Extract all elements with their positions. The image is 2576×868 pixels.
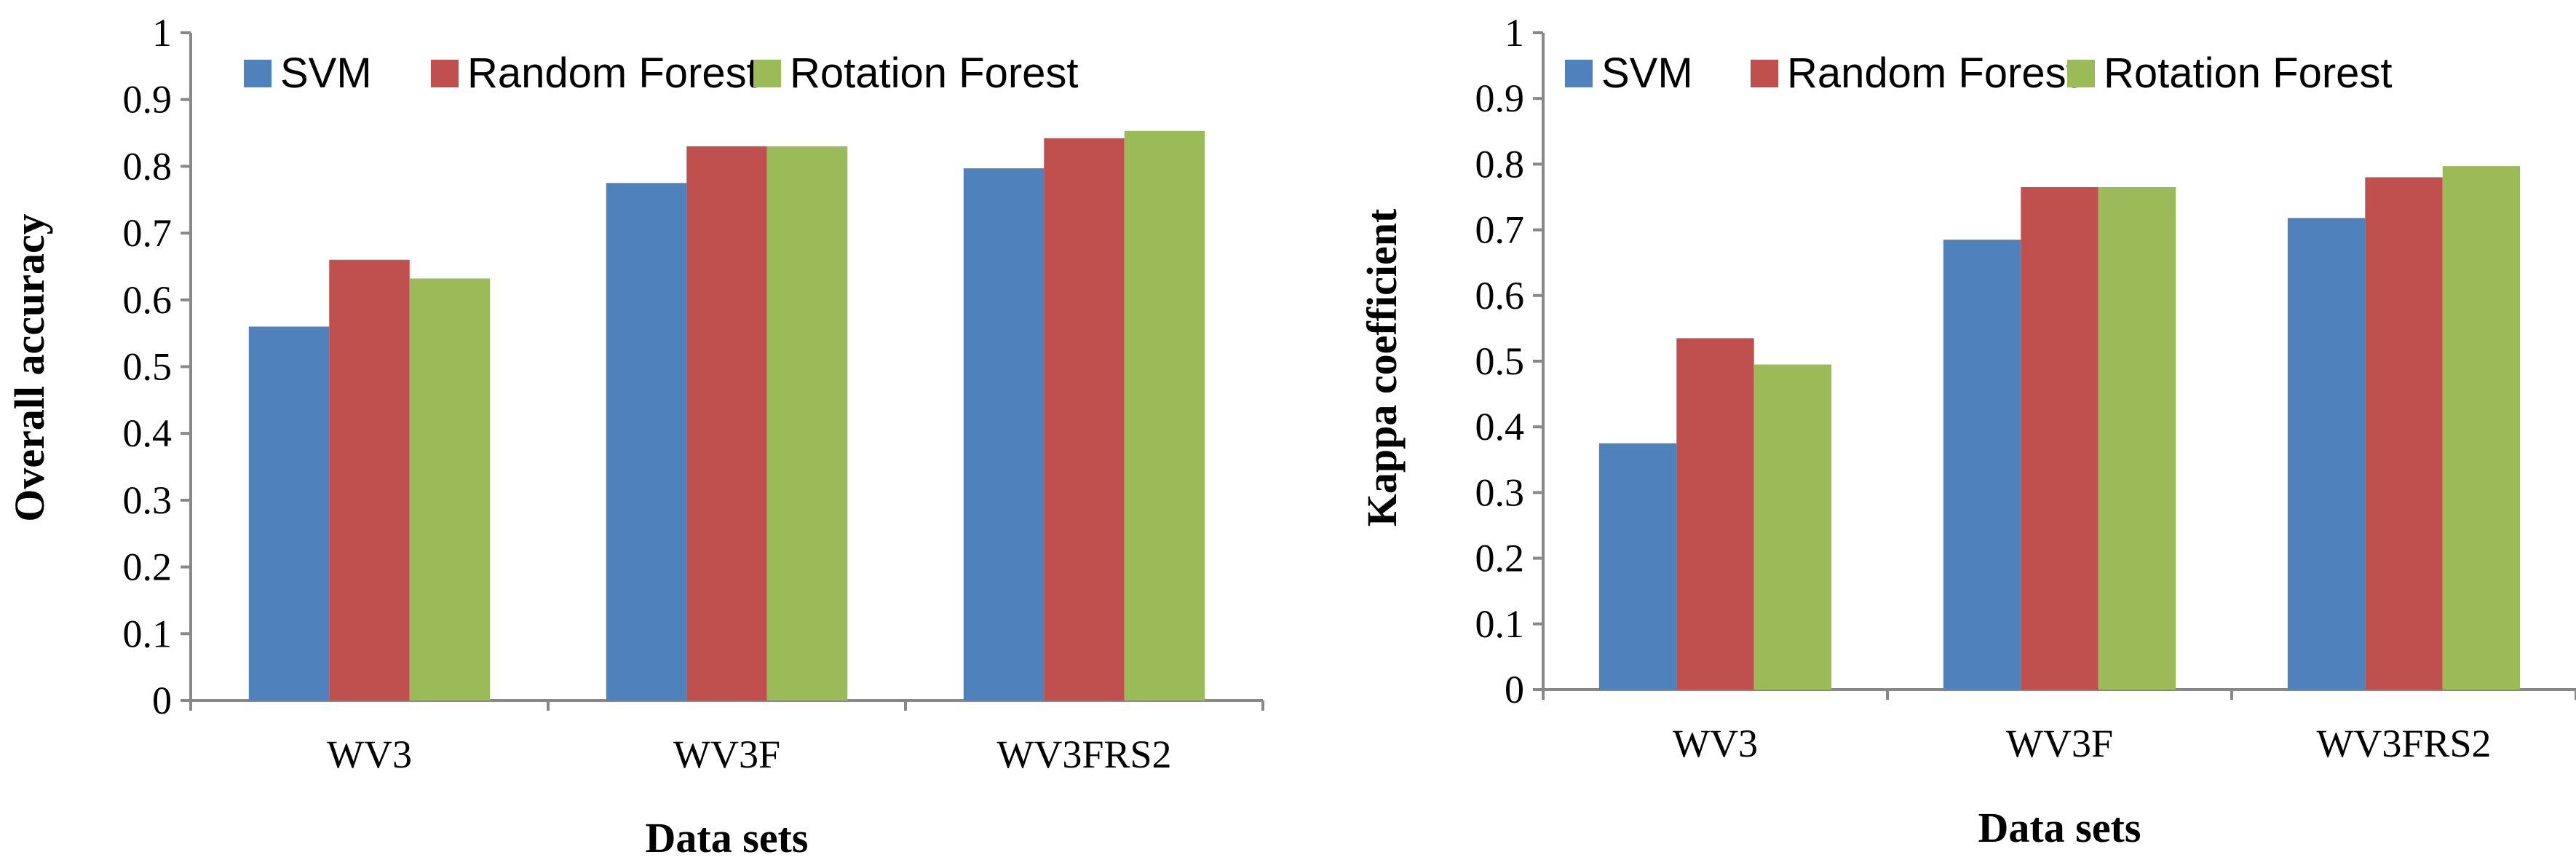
bars	[248, 130, 1205, 701]
legend-swatch	[2067, 60, 2095, 87]
x-tick-label: WV3FRS2	[996, 733, 1171, 776]
x-tick-label: WV3	[1673, 722, 1758, 765]
bar-rotation-forest-wv3frs2	[2442, 166, 2521, 690]
y-ticks: 0 0.1 0.2 0.3 0.4 0.5 0.6 0.7 0.8 0.9 1	[1475, 11, 1543, 711]
y-tick-label: 0	[1505, 668, 1524, 711]
y-tick-label: 0.7	[1475, 208, 1525, 252]
x-ticks: WV3 WV3F WV3FRS2	[189, 701, 1264, 776]
y-tick-label: 0.2	[123, 545, 173, 589]
bar-rotation-forest-wv3f	[2098, 186, 2176, 690]
y-tick-label: 0.9	[123, 78, 173, 122]
y-tick-label: 0.8	[1475, 142, 1525, 186]
x-tick-label: WV3F	[673, 733, 780, 776]
y-tick-label: 0.1	[1475, 602, 1525, 646]
legend-swatch	[244, 60, 272, 87]
legend-label: Rotation Forest	[2104, 50, 2393, 97]
chart-overall-accuracy: 00.10.20.30.40.50.60.70.80.91 WV3 WV3F WV3…	[6, 11, 1264, 861]
legend-label: Random Forest	[467, 50, 758, 97]
bar-random-forest-wv3f	[686, 146, 767, 701]
y-tick-label: 0.6	[123, 278, 173, 322]
legend-swatch	[1751, 60, 1778, 87]
bars	[1598, 166, 2521, 690]
y-tick-label: 0.6	[1475, 274, 1525, 317]
y-tick-label: 0.1	[123, 612, 173, 655]
legend: SVM Random Forest Rotation Forest	[244, 50, 1079, 97]
bar-rotation-forest-wv3frs2	[1124, 130, 1205, 701]
bar-rotation-forest-wv3	[409, 278, 491, 701]
y-axis-title: Overall accuracy	[6, 213, 53, 522]
x-tick-label: WV3F	[2006, 722, 2113, 765]
legend-swatch	[1565, 60, 1593, 87]
y-tick-label: 0.5	[1475, 339, 1525, 383]
bar-rotation-forest-wv3f	[766, 146, 848, 701]
y-tick-label: 1	[1505, 11, 1524, 55]
bar-svm-wv3f	[1943, 240, 2021, 690]
bar-random-forest-wv3	[329, 259, 410, 701]
bar-random-forest-wv3frs2	[2365, 177, 2443, 690]
legend-label: SVM	[1601, 50, 1693, 97]
y-tick-label: 0	[152, 679, 172, 722]
x-tick-label: WV3FRS2	[2316, 722, 2491, 765]
y-tick-label: 0.2	[1475, 537, 1525, 580]
chart-kappa-coefficient: 00.10.20.30.40.50.60.70.80.91 WV3 WV3F WV3…	[1358, 11, 2576, 851]
y-tick-label: 0.3	[1475, 470, 1525, 514]
y-axis-title: Kappa coefficient	[1358, 208, 1406, 526]
legend: SVM Random Forest Rotation Forest	[1565, 50, 2393, 97]
y-tick-label: 0.4	[1475, 405, 1525, 449]
y-tick-label: 0.9	[1475, 76, 1525, 120]
bar-random-forest-wv3frs2	[1044, 138, 1125, 701]
legend-swatch	[753, 60, 781, 87]
y-tick-label: 0.8	[123, 144, 173, 188]
legend-label: SVM	[280, 50, 372, 97]
bar-svm-wv3	[1598, 443, 1677, 690]
bar-random-forest-wv3	[1676, 338, 1754, 690]
bar-svm-wv3frs2	[2287, 218, 2366, 690]
bar-random-forest-wv3f	[2021, 186, 2099, 690]
legend-swatch	[431, 60, 459, 87]
y-tick-label: 1	[152, 11, 172, 55]
x-tick-label: WV3	[327, 733, 412, 776]
bar-svm-wv3frs2	[963, 168, 1045, 701]
bar-rotation-forest-wv3	[1753, 364, 1832, 690]
x-axis-title: Data sets	[646, 814, 809, 861]
x-axis-title: Data sets	[1978, 804, 2141, 851]
y-tick-label: 0.4	[123, 411, 173, 455]
bar-svm-wv3f	[606, 183, 687, 701]
y-ticks: 0 0.1 0.2 0.3 0.4 0.5 0.6 0.7 0.8 0.9 1	[123, 11, 191, 722]
y-tick-label: 0.5	[123, 345, 173, 389]
bar-svm-wv3	[248, 326, 330, 701]
y-tick-label: 0.7	[123, 211, 173, 255]
x-ticks: WV3 WV3F WV3FRS2	[1542, 690, 2576, 765]
y-tick-label: 0.3	[123, 478, 173, 522]
legend-label: Rotation Forest	[790, 50, 1079, 97]
legend-label: Random Forest	[1787, 50, 2078, 97]
